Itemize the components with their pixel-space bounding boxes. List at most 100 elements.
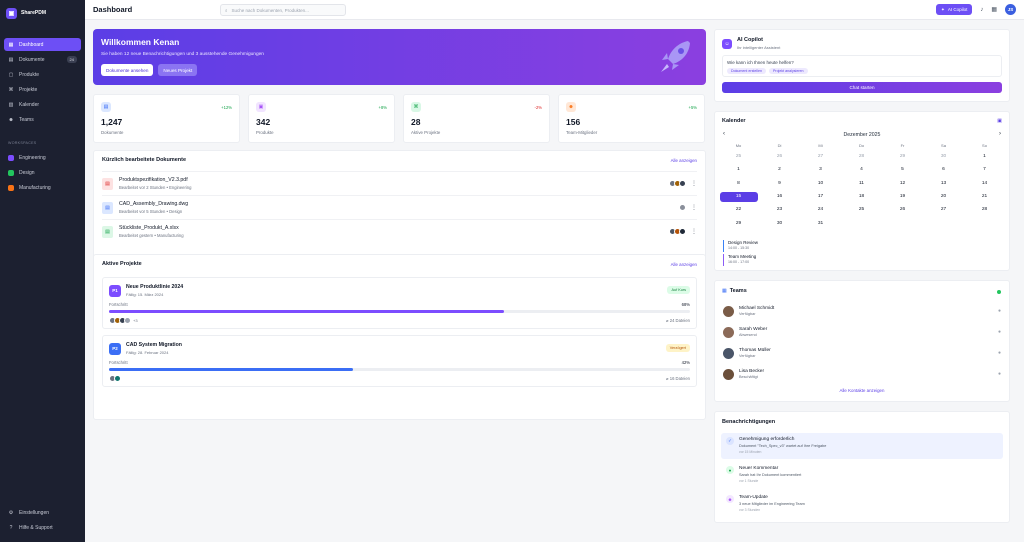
chat-icon[interactable]: ●	[997, 350, 1001, 356]
sidebar-item-produkte[interactable]: ▢ Produkte	[4, 68, 81, 81]
header: Dashboard ⌕ Suche nach Dokumenten, Produk…	[85, 0, 1024, 20]
sidebar-item-settings[interactable]: ⚙ Einstellungen	[4, 506, 81, 519]
calendar-day[interactable]: 29	[899, 154, 906, 160]
page-title: Dashboard	[93, 5, 133, 14]
view-all-link[interactable]: Alle anzeigen	[670, 262, 697, 267]
calendar-day[interactable]: 2	[778, 167, 781, 173]
notification-item[interactable]: ✓ Genehmigung erforderlich Dokument "Tech_…	[721, 433, 1003, 459]
more-icon[interactable]: ⋮	[691, 205, 697, 211]
event-time: 14:00 - 15:30	[728, 246, 750, 250]
calendar-icon[interactable]: ▣	[997, 118, 1002, 124]
list-item[interactable]: ▤ Produktspezifikation_V2.3.pdf Bearbeite…	[102, 171, 697, 195]
calendar-day[interactable]: 24	[817, 207, 824, 213]
list-item[interactable]: ▤ CAD_Assembly_Drawing.dwg Bearbeitet vor…	[102, 195, 697, 219]
suggestion-chip[interactable]: Dokument erstellen	[727, 68, 766, 74]
calendar-day[interactable]: 11	[859, 180, 864, 186]
workspace-manufacturing[interactable]: Manufacturing	[4, 181, 81, 194]
sidebar-item-dashboard[interactable]: ▦ Dashboard	[4, 38, 81, 51]
new-project-button[interactable]: Neues Projekt	[158, 64, 198, 76]
calendar-day[interactable]: 27	[817, 154, 824, 160]
calendar-day[interactable]: 25	[735, 154, 742, 160]
avatar[interactable]: JS	[1005, 4, 1016, 15]
workspace-design[interactable]: Design	[4, 166, 81, 179]
calendar-day-selected[interactable]: 15	[718, 190, 759, 203]
team-member[interactable]: Michael Schmidt Verfügbar ●	[723, 301, 1001, 321]
suggestion-chip[interactable]: Projekt analysieren	[768, 68, 808, 74]
project-card[interactable]: P2 CAD System Migration Fällig: 28. Febru…	[102, 335, 697, 387]
calendar-day[interactable]: 21	[981, 194, 988, 200]
calendar-day[interactable]: 12	[899, 180, 906, 186]
calendar-day[interactable]: 10	[817, 180, 824, 186]
calendar-day[interactable]: 1	[983, 154, 986, 160]
prev-month-icon[interactable]: ‹	[723, 131, 725, 137]
team-member[interactable]: Sarah Weber Abwesend ●	[723, 322, 1001, 342]
calendar-day[interactable]: 8	[737, 180, 740, 186]
calendar-day[interactable]: 20	[940, 194, 947, 200]
stat-card-documents: ▤ +12% 1,247 Dokumente	[93, 94, 240, 143]
chat-icon[interactable]: ●	[997, 308, 1001, 314]
calendar-event[interactable]: Design Review 14:00 - 15:30	[723, 240, 758, 252]
sidebar-item-kalender[interactable]: ▥ Kalender	[4, 98, 81, 111]
calendar-day[interactable]: 1	[737, 167, 740, 173]
notification-item[interactable]: ● Neuer Kommentar Sarah hat Ihr Dokument k…	[721, 462, 1003, 488]
project-card[interactable]: P1 Neue Produktlinie 2024 Fällig: 15. Mär…	[102, 277, 697, 329]
stat-change: +5%	[688, 105, 698, 110]
calendar-icon: ▥	[8, 101, 14, 108]
calendar-day[interactable]: 3	[819, 167, 822, 173]
start-chat-button[interactable]: Chat starten	[722, 82, 1002, 93]
workspace-engineering[interactable]: Engineering	[4, 151, 81, 164]
calendar-day[interactable]: 14	[981, 180, 988, 186]
calendar-day[interactable]: 6	[942, 167, 945, 173]
calendar-day[interactable]: 26	[899, 207, 906, 213]
calendar-day[interactable]: 29	[735, 220, 742, 226]
team-member[interactable]: Lisa Becker Beschäftigt ●	[723, 364, 1001, 384]
calendar-day[interactable]: 19	[899, 194, 906, 200]
grid-icon[interactable]: ▦	[991, 7, 997, 13]
gear-icon: ⚙	[8, 509, 14, 516]
chat-icon[interactable]: ●	[997, 329, 1001, 335]
calendar-day[interactable]: 5	[901, 167, 904, 173]
chat-icon[interactable]: ●	[997, 371, 1001, 377]
more-icon[interactable]: ⋮	[691, 229, 697, 235]
next-month-icon[interactable]: ›	[999, 131, 1001, 137]
calendar-day[interactable]: 16	[776, 194, 783, 200]
calendar-day[interactable]: 17	[817, 194, 824, 200]
sidebar-item-teams[interactable]: ☻ Teams	[4, 113, 81, 126]
sidebar-item-projekte[interactable]: ⌘ Projekte	[4, 83, 81, 96]
team-member[interactable]: Thomas Müller Verfügbar ●	[723, 343, 1001, 363]
calendar-day[interactable]: 4	[860, 167, 863, 173]
sidebar-item-help[interactable]: ? Hilfe & Support	[4, 521, 81, 534]
view-documents-button[interactable]: Dokumente ansehen	[101, 64, 154, 76]
calendar-day[interactable]: 7	[983, 167, 986, 173]
calendar-day[interactable]: 23	[776, 207, 783, 213]
stat-card-projects: ⌘ -2% 28 Aktive Projekte	[403, 94, 550, 143]
calendar-day[interactable]: 30	[776, 220, 783, 226]
calendar-event[interactable]: Team Meeting 16:00 - 17:00	[723, 254, 756, 266]
sidebar-item-label: Hilfe & Support	[19, 524, 53, 531]
view-all-contacts-link[interactable]: Alle Kontakte anzeigen	[839, 388, 885, 393]
calendar-day[interactable]: 27	[940, 207, 947, 213]
view-all-link[interactable]: Alle anzeigen	[670, 158, 697, 163]
progress-value: 42%	[681, 360, 690, 365]
document-icon: ▤	[101, 102, 111, 112]
calendar-day[interactable]: 9	[778, 180, 781, 186]
notification-time: vor 1 Stunde	[739, 479, 759, 483]
cad-file-icon: ▤	[102, 201, 113, 214]
calendar-day[interactable]: 30	[940, 154, 947, 160]
calendar-day[interactable]: 31	[817, 220, 824, 226]
calendar-day[interactable]: 13	[940, 180, 947, 186]
calendar-day[interactable]: 25	[858, 207, 865, 213]
search-input[interactable]: ⌕ Suche nach Dokumenten, Produkten...	[220, 4, 346, 16]
calendar-day[interactable]: 26	[776, 154, 783, 160]
calendar-day[interactable]: 28	[981, 207, 988, 213]
bell-icon[interactable]: ♪	[980, 6, 984, 13]
ai-copilot-button[interactable]: ✦ AI Copilot	[936, 4, 973, 15]
sidebar-item-dokumente[interactable]: ▤ Dokumente 24	[4, 53, 81, 66]
notification-item[interactable]: ☻ Team-Update 3 neue Mitglieder im Enginee…	[721, 491, 1003, 517]
list-item[interactable]: ▤ Stückliste_Produkt_A.xlsx Bearbeitet ge…	[102, 219, 697, 243]
calendar-day[interactable]: 22	[735, 207, 742, 213]
workspace-color-icon	[8, 169, 14, 176]
calendar-day[interactable]: 28	[858, 154, 865, 160]
calendar-day[interactable]: 18	[858, 194, 865, 200]
more-icon[interactable]: ⋮	[691, 181, 697, 187]
